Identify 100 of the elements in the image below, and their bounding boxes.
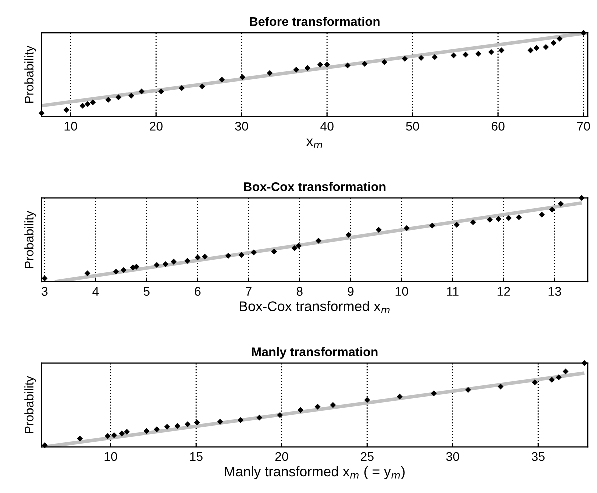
x-tick-label: 3 <box>42 287 48 296</box>
x-tick-label: 15 <box>190 452 203 462</box>
point <box>116 94 122 101</box>
point <box>170 258 177 265</box>
x-axis-title: Box-Cox transformed x$_{m}$ <box>240 301 390 314</box>
x-tick-label: 10 <box>64 122 78 131</box>
point <box>476 51 482 57</box>
x-tick-label: 4 <box>92 287 99 296</box>
x-tick-label: 25 <box>361 452 374 462</box>
point <box>134 264 140 270</box>
point <box>498 384 504 390</box>
point <box>202 254 208 260</box>
x-tick-label: 30 <box>235 122 248 131</box>
point <box>179 85 185 92</box>
point <box>450 52 457 59</box>
point <box>556 374 562 381</box>
x-tick-label: 11 <box>447 287 459 296</box>
chart-title: Before transformation <box>250 17 380 26</box>
point <box>240 74 246 80</box>
point <box>184 258 191 264</box>
x-axis-title: x$_{m}$ <box>306 138 322 148</box>
y-axis-title: Probability <box>24 376 36 434</box>
point <box>562 368 569 375</box>
x-tick-label: 50 <box>406 122 420 131</box>
point <box>556 36 563 42</box>
point <box>42 442 48 448</box>
point <box>154 426 160 432</box>
point <box>90 100 96 106</box>
point <box>318 62 324 68</box>
y-axis-title: Probability <box>24 46 36 104</box>
point <box>119 430 125 437</box>
point <box>164 424 170 430</box>
point <box>324 62 330 68</box>
point <box>402 56 408 62</box>
point <box>396 394 403 400</box>
point <box>488 49 494 56</box>
point <box>550 40 557 46</box>
x-tick-label: 6 <box>195 287 201 296</box>
point <box>271 248 278 255</box>
point <box>376 227 382 233</box>
point <box>362 61 368 67</box>
x-tick-label: 5 <box>144 287 150 296</box>
point <box>238 417 244 424</box>
point <box>516 214 522 220</box>
point <box>194 420 200 426</box>
point <box>217 419 224 425</box>
x-axis-title: Manly transformed x$_{m}$ ( = y$_{m}$) <box>225 466 405 480</box>
point <box>528 48 534 54</box>
point <box>580 30 587 36</box>
x-tick-label: 40 <box>320 122 334 131</box>
point <box>106 97 112 104</box>
point <box>251 250 257 256</box>
point <box>128 92 134 99</box>
chart-title: Box-Cox transformation <box>244 182 386 192</box>
point <box>430 222 436 229</box>
point <box>267 70 273 76</box>
x-tick-label: 20 <box>150 122 163 131</box>
point <box>38 110 45 116</box>
point <box>364 397 370 404</box>
point <box>534 45 540 52</box>
point <box>113 268 120 275</box>
x-tick-label: 7 <box>246 287 252 296</box>
point <box>226 253 232 259</box>
point <box>496 216 502 222</box>
point <box>111 432 118 438</box>
x-tick-label: 10 <box>396 287 408 296</box>
x-tick-label: 30 <box>446 452 460 462</box>
x-tick-label: 70 <box>577 122 590 131</box>
point <box>549 206 556 213</box>
point <box>543 44 550 50</box>
point <box>344 62 351 69</box>
y-axis-title: Probability <box>24 210 36 268</box>
point <box>84 270 91 277</box>
point <box>431 390 438 396</box>
point <box>292 246 298 252</box>
point <box>487 217 494 223</box>
x-tick-label: 8 <box>296 287 303 296</box>
point <box>174 423 181 430</box>
point <box>470 220 476 226</box>
point <box>506 215 512 222</box>
x-tick-label: 9 <box>348 287 354 296</box>
point <box>296 243 302 249</box>
point <box>194 254 201 261</box>
point <box>432 54 438 60</box>
point <box>184 422 191 428</box>
point <box>558 201 564 207</box>
point <box>316 238 322 244</box>
point <box>144 428 150 434</box>
point <box>578 195 585 202</box>
point <box>539 212 546 218</box>
point <box>418 55 424 62</box>
point <box>498 48 505 54</box>
point <box>80 103 86 109</box>
point <box>582 360 588 366</box>
point <box>200 84 206 90</box>
point <box>158 88 164 95</box>
x-tick-label: 10 <box>104 452 118 462</box>
point <box>77 436 84 442</box>
point <box>304 65 311 72</box>
point <box>294 66 300 73</box>
